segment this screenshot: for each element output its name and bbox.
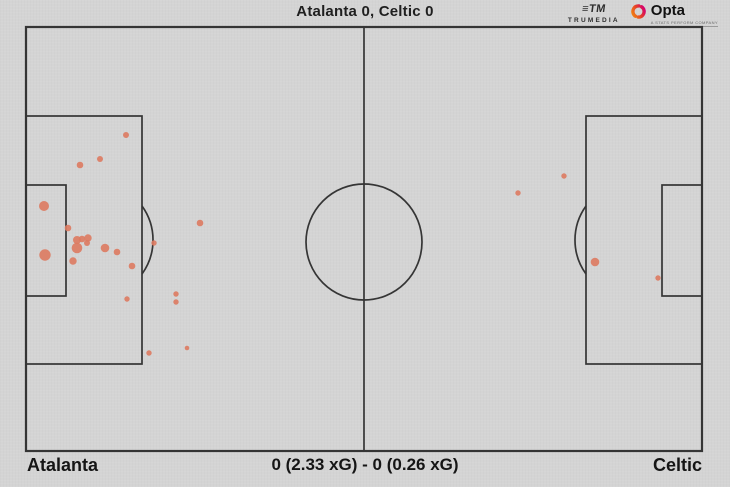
shot-dot-atalanta (84, 240, 90, 246)
opta-ring-icon (630, 4, 646, 19)
shot-dot-atalanta (71, 242, 83, 254)
shot-dot-atalanta (39, 249, 51, 261)
trumedia-logo: ≡TM TRUMEDIA (567, 3, 620, 24)
shots-layer (39, 132, 661, 356)
penalty-box-right (585, 115, 703, 365)
away-team-label: Celtic (652, 455, 702, 475)
shot-dot-atalanta (146, 350, 152, 356)
shot-dot-atalanta (39, 201, 49, 211)
shot-dot-celtic (515, 190, 521, 196)
shot-dot-atalanta (69, 257, 77, 265)
penalty-arc-right (574, 205, 587, 275)
score-footer: Atalanta 0 (2.33 xG) - 0 (0.26 xG) Celti… (0, 453, 730, 481)
shot-dot-atalanta (64, 224, 72, 232)
shot-dot-celtic (655, 275, 661, 281)
shot-dot-atalanta (76, 161, 84, 169)
shot-dot-atalanta (97, 156, 103, 162)
shot-dot-atalanta (173, 291, 179, 297)
shot-dot-atalanta (128, 262, 136, 270)
shot-dot-atalanta (100, 243, 110, 253)
shot-dot-atalanta (151, 240, 157, 246)
shot-dot-atalanta (124, 296, 130, 302)
shot-dot-atalanta (78, 235, 86, 243)
six-yard-box-left (25, 184, 67, 297)
six-yard-box-right (661, 184, 703, 297)
trumedia-wordmark: TRUMEDIA (567, 17, 620, 24)
home-team-label: Atalanta (27, 455, 99, 475)
shot-dot-atalanta (113, 248, 121, 256)
center-circle (305, 183, 423, 301)
shot-dot-atalanta (196, 219, 204, 227)
penalty-arc-left (141, 205, 154, 275)
shot-dot-atalanta (173, 299, 179, 305)
shot-dot-atalanta (123, 132, 129, 138)
shot-dot-celtic (590, 257, 600, 267)
scoreline-label: 0 (2.33 xG) - 0 (0.26 xG) (271, 455, 459, 474)
opta-wordmark: Opta (650, 2, 685, 19)
match-title: Atalanta 0, Celtic 0 (296, 3, 434, 20)
shot-dot-atalanta (84, 234, 92, 242)
shot-dot-celtic (561, 173, 567, 179)
shot-dot-atalanta (184, 345, 190, 351)
